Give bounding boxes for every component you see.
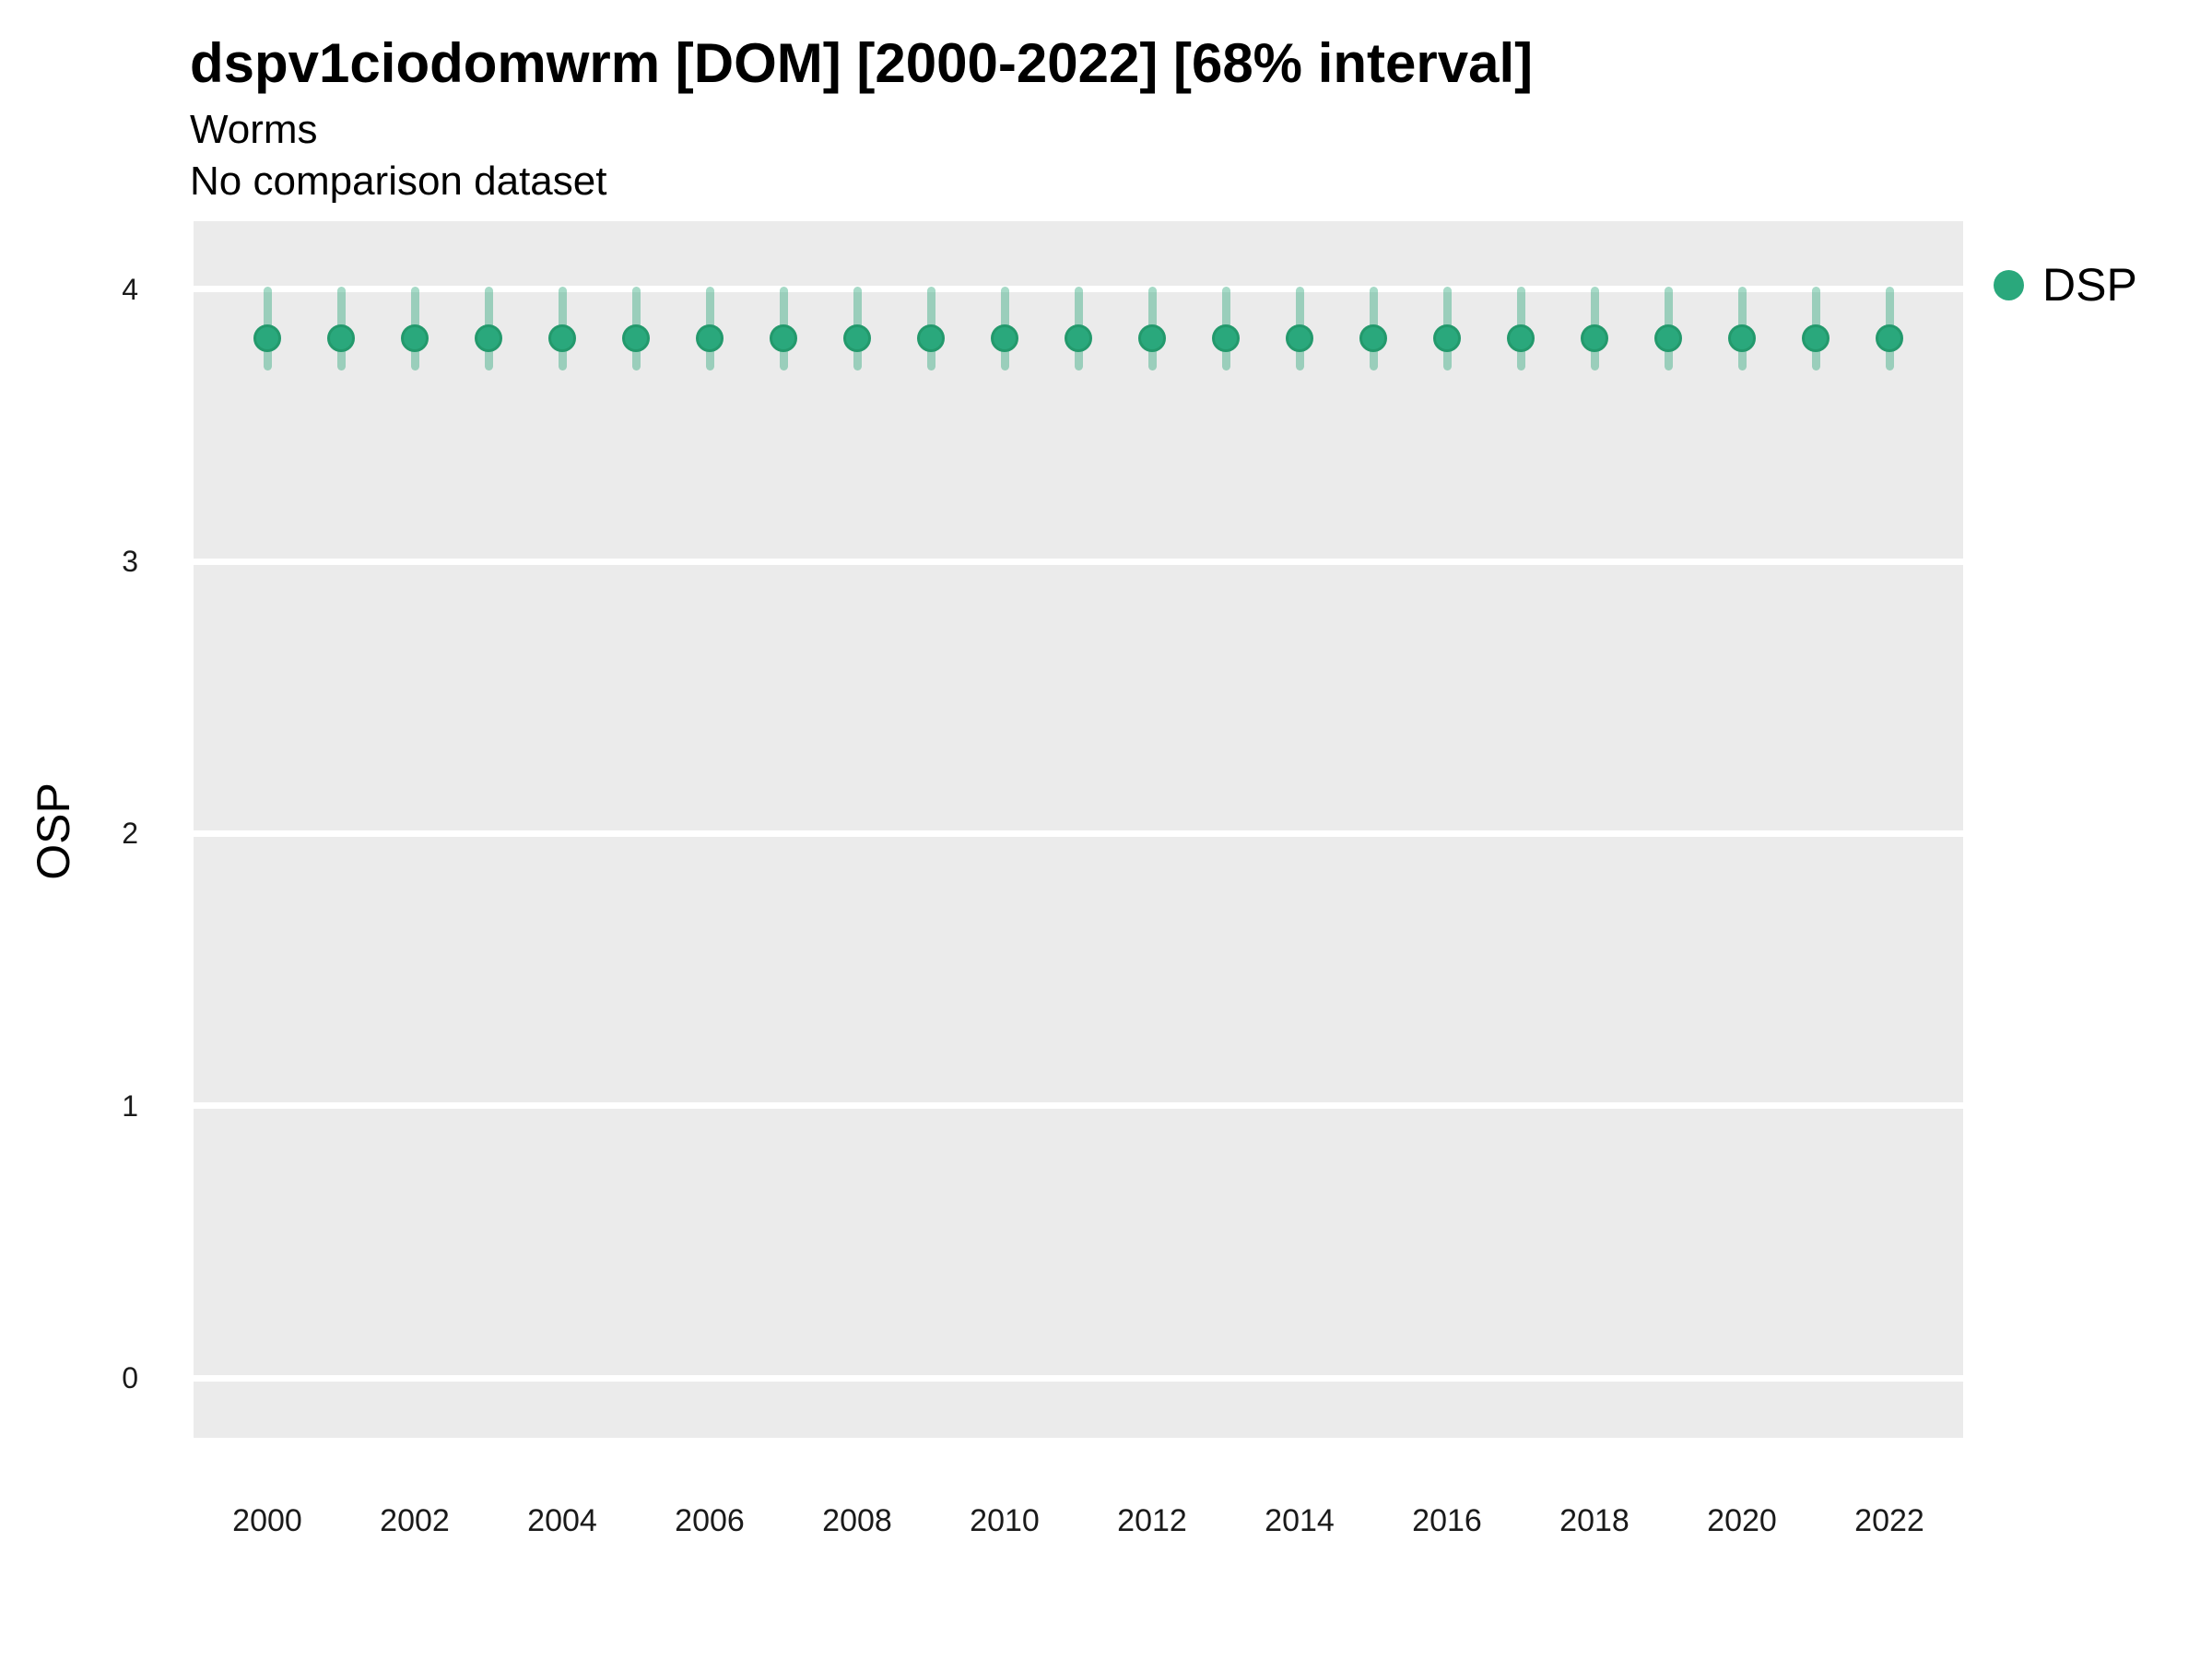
y-tick-label-3: 3 [122,545,138,579]
data-point-2002 [401,324,429,352]
data-point-2009 [917,324,945,352]
x-tick-label-2006: 2006 [675,1503,745,1538]
x-tick-label-2010: 2010 [970,1503,1040,1538]
data-point-2005 [622,324,650,352]
data-point-2015 [1359,324,1387,352]
legend-marker-dot-icon [1994,269,2024,300]
x-tick-label-2012: 2012 [1117,1503,1187,1538]
data-point-2022 [1876,324,1903,352]
x-tick-label-2008: 2008 [822,1503,892,1538]
y-tick-label-4: 4 [122,272,138,306]
data-point-2021 [1802,324,1830,352]
data-point-2008 [843,324,871,352]
data-point-2001 [327,324,355,352]
gridline-y-4 [194,286,1963,293]
data-point-2011 [1065,324,1092,352]
data-point-2012 [1138,324,1166,352]
data-point-2007 [770,324,797,352]
x-tick-label-2014: 2014 [1265,1503,1335,1538]
data-point-2020 [1728,324,1756,352]
data-point-2017 [1507,324,1535,352]
x-tick-label-2000: 2000 [232,1503,302,1538]
y-tick-label-2: 2 [122,817,138,851]
data-point-2014 [1286,324,1313,352]
gridline-y-3 [194,558,1963,565]
gridline-y-2 [194,830,1963,837]
data-point-2019 [1654,324,1682,352]
data-point-2010 [991,324,1018,352]
plot-panel [194,221,1963,1438]
chart-title: dspv1ciodomwrm [DOM] [2000-2022] [68% in… [190,32,1534,94]
x-tick-label-2022: 2022 [1854,1503,1924,1538]
gridline-y-1 [194,1102,1963,1110]
data-point-2003 [475,324,502,352]
x-tick-label-2020: 2020 [1707,1503,1777,1538]
x-tick-label-2016: 2016 [1412,1503,1482,1538]
x-tick-label-2004: 2004 [527,1503,597,1538]
data-point-2006 [696,324,724,352]
data-point-2016 [1433,324,1461,352]
data-point-2018 [1581,324,1608,352]
data-point-2004 [548,324,576,352]
legend: DSP [1994,262,2137,308]
data-point-2000 [253,324,281,352]
chart-subtitle: Worms [190,107,318,152]
legend-label-dsp: DSP [2042,259,2137,311]
gridline-y-0 [194,1374,1963,1382]
x-tick-label-2018: 2018 [1559,1503,1630,1538]
y-tick-label-1: 1 [122,1088,138,1123]
data-point-2013 [1212,324,1240,352]
x-tick-label-2002: 2002 [380,1503,450,1538]
y-tick-label-0: 0 [122,1361,138,1395]
comparison-note: No comparison dataset [190,159,607,204]
